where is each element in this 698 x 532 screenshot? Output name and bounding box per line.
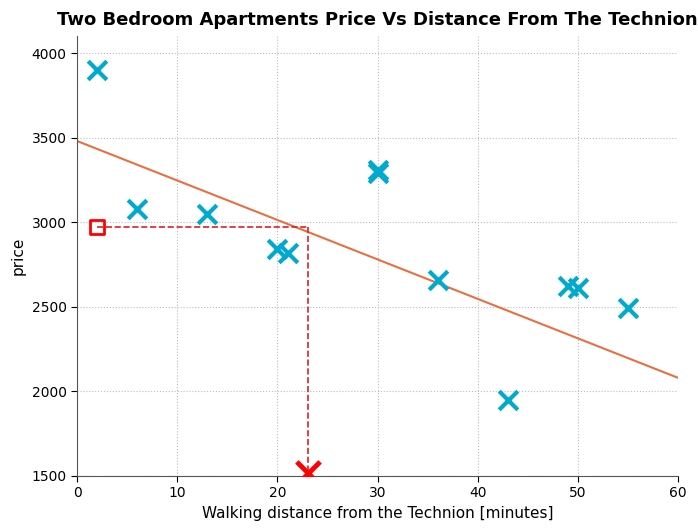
Point — [202, 210, 213, 218]
Point — [91, 66, 103, 74]
Y-axis label: price: price — [11, 237, 26, 275]
Point — [563, 281, 574, 290]
Point — [302, 468, 313, 477]
Point — [272, 245, 283, 254]
Point — [282, 248, 293, 257]
X-axis label: Walking distance from the Technion [minutes]: Walking distance from the Technion [minu… — [202, 506, 554, 521]
Title: Two Bedroom Apartments Price Vs Distance From The Technion: Two Bedroom Apartments Price Vs Distance… — [57, 11, 698, 29]
Point — [372, 169, 383, 178]
Point — [572, 284, 584, 293]
Point — [132, 204, 143, 213]
Point — [623, 304, 634, 313]
Point — [91, 223, 103, 231]
Point — [432, 276, 443, 284]
Point — [503, 396, 514, 404]
Point — [372, 165, 383, 174]
